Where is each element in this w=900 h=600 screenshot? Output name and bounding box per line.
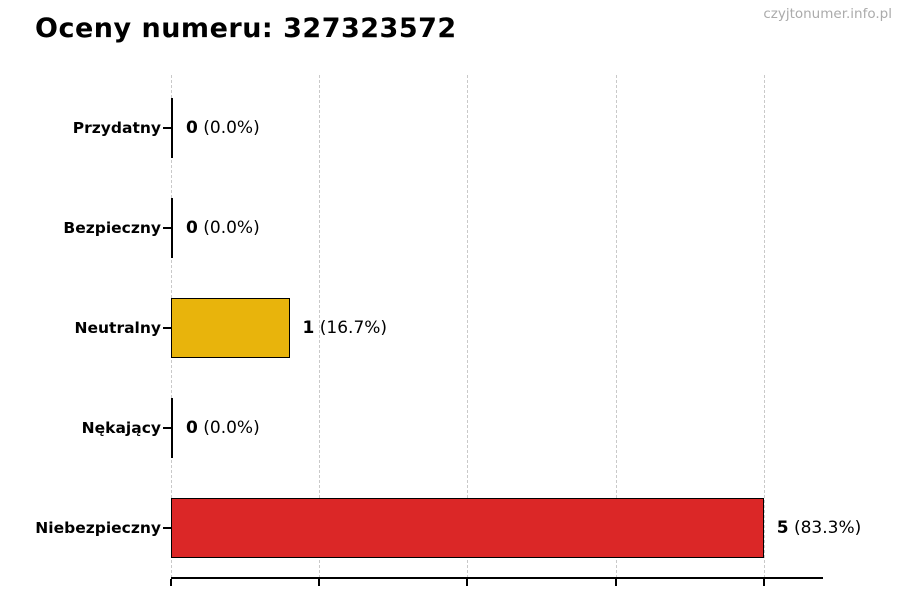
value-percentage: (0.0%) — [197, 418, 260, 438]
value-percentage: (83.3%) — [788, 518, 862, 538]
x-axis-line — [171, 577, 823, 579]
bar — [171, 498, 764, 558]
category-label: Bezpieczny — [63, 219, 161, 237]
value-percentage: (16.7%) — [314, 318, 388, 338]
value-count: 0 — [186, 118, 198, 138]
y-axis-tick — [163, 127, 171, 129]
value-label: 0 (0.0%) — [186, 218, 260, 238]
x-axis-tick — [466, 579, 469, 586]
x-gridline — [467, 75, 469, 578]
value-label: 5 (83.3%) — [777, 518, 862, 538]
x-gridline — [319, 75, 321, 578]
bar — [171, 298, 290, 358]
y-axis-tick — [163, 527, 171, 529]
category-label: Przydatny — [72, 119, 161, 137]
y-axis-tick — [163, 227, 171, 229]
value-percentage: (0.0%) — [197, 218, 260, 238]
chart-title: Oceny numeru: 327323572 — [35, 13, 457, 44]
value-count: 0 — [186, 218, 198, 238]
value-count: 0 — [186, 418, 198, 438]
x-axis-tick — [614, 579, 617, 586]
x-axis-tick — [170, 579, 172, 586]
y-axis-tick — [163, 327, 171, 329]
value-label: 1 (16.7%) — [303, 318, 388, 338]
x-axis-tick — [318, 579, 321, 586]
zero-value-bar — [171, 98, 173, 158]
watermark-text: czyjtonumer.info.pl — [763, 6, 892, 22]
category-label: Niebezpieczny — [35, 519, 161, 537]
y-axis-tick — [163, 427, 171, 429]
category-label: Neutralny — [74, 319, 161, 337]
plot-area: Przydatny 0 (0.0%) Bezpieczny 0 (0.0%) Neutr… — [35, 75, 861, 586]
x-axis-tick — [762, 579, 765, 586]
zero-value-bar — [171, 198, 173, 258]
x-gridline — [763, 75, 765, 578]
category-label: Nękający — [81, 419, 161, 437]
value-count: 1 — [302, 318, 315, 338]
value-label: 0 (0.0%) — [186, 118, 260, 138]
zero-value-bar — [171, 398, 173, 458]
value-percentage: (0.0%) — [197, 118, 260, 138]
value-count: 5 — [776, 518, 789, 538]
value-label: 0 (0.0%) — [186, 418, 260, 438]
x-gridline — [615, 75, 617, 578]
